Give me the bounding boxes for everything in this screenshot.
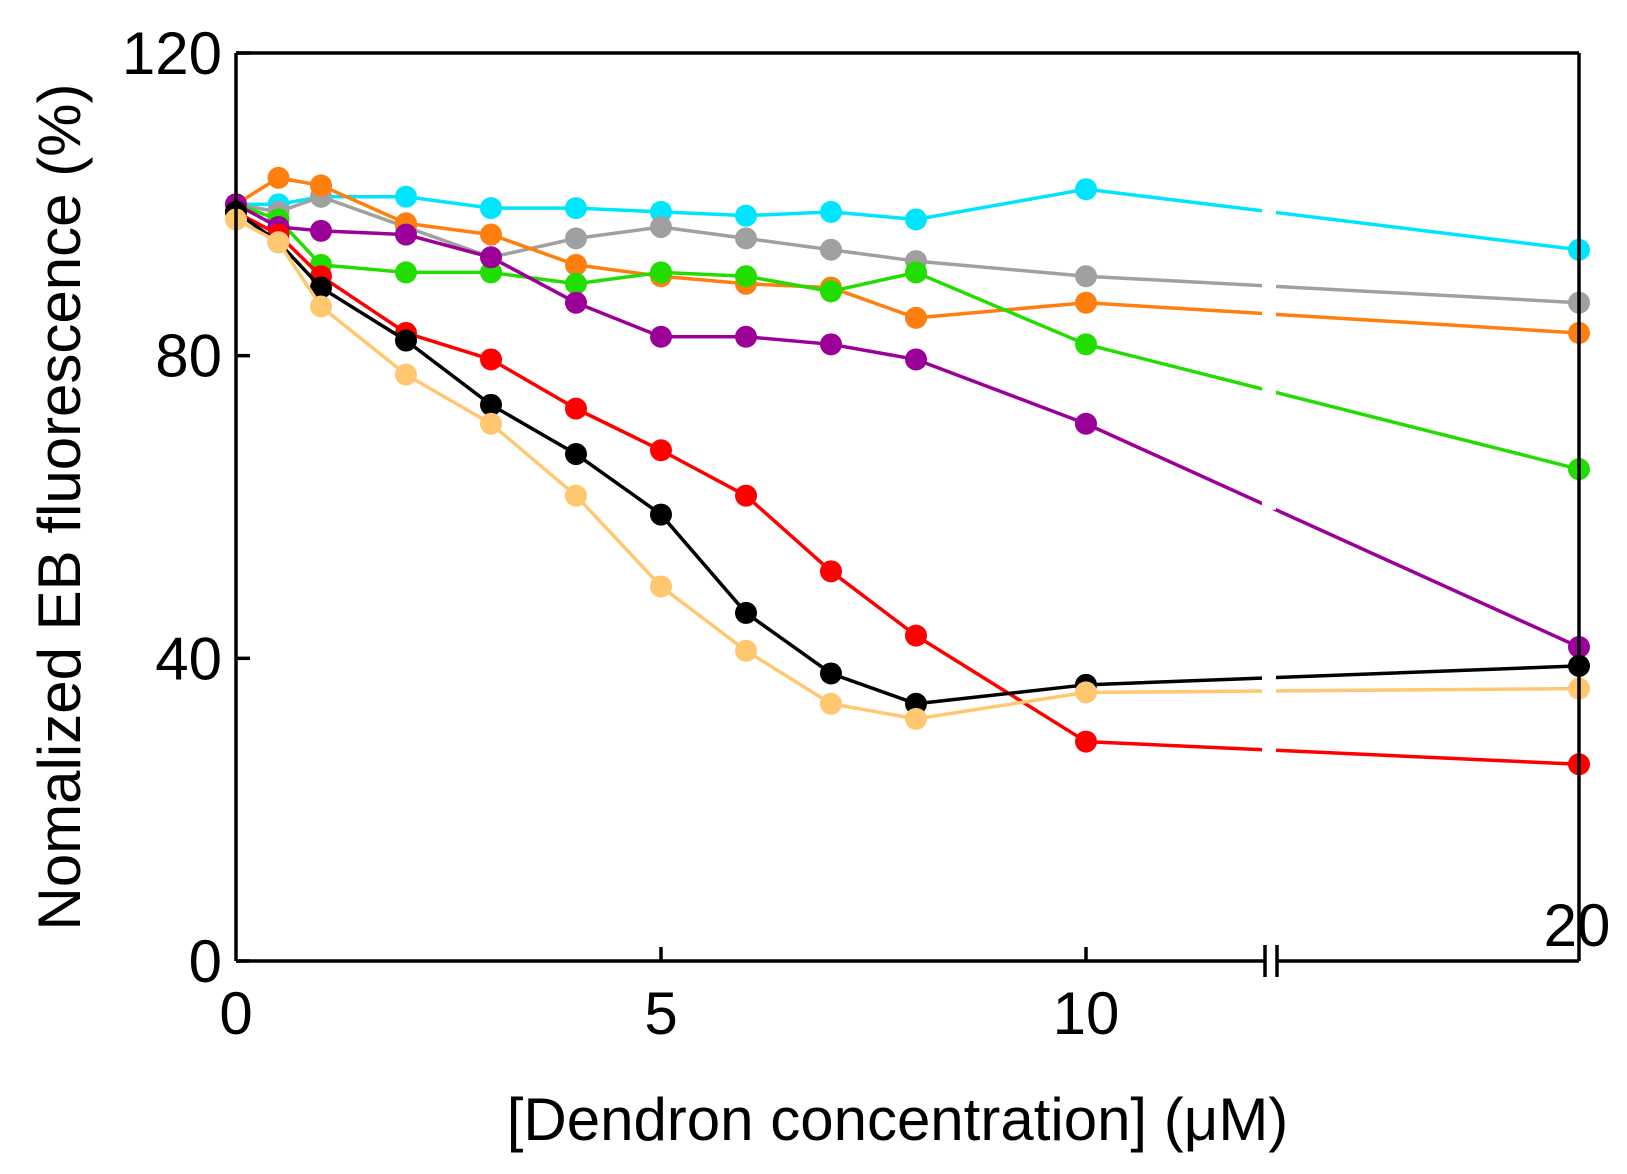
axes-layer: 0 40 80 120 0 5 10 20 [Dendron concentration] (μ… [26,20,1610,1153]
series-4-point-11 [1075,333,1097,356]
series-5-point-7 [650,325,672,348]
y-tick-label-40: 40 [155,625,222,692]
series-8-point-11 [1075,681,1097,704]
series-1-point-9 [820,200,842,223]
series-8-point-5 [480,412,502,435]
series-1-point-4 [395,185,417,208]
series-3-point-10 [905,306,927,329]
series-8-point-7 [650,575,672,598]
series-2-point-9 [820,238,842,261]
series-4-point-8 [735,265,757,288]
x-tick-label-5: 5 [644,980,677,1047]
series-6-point-11 [1075,730,1097,753]
series-5-point-11 [1075,412,1097,435]
series-7-point-8 [735,601,757,624]
series-3-point-5 [480,223,502,246]
series-5-point-6 [565,291,587,314]
y-tick-label-120: 120 [122,20,222,87]
series-5-point-10 [905,348,927,371]
y-tick-label-0: 0 [189,928,222,995]
series-2-point-7 [650,216,672,239]
series-2-point-6 [565,227,587,250]
x-tick-label-0: 0 [219,980,252,1047]
series-1-point-7 [650,200,672,223]
series-7-point-5 [480,393,502,416]
series-3-point-6 [565,253,587,276]
series-8-point-8 [735,639,757,662]
series-5-point-4 [395,223,417,246]
series-7-point-7 [650,503,672,526]
series-6-point-7 [650,439,672,462]
series-5-point-5 [480,246,502,269]
x-axis-label: [Dendron concentration] (μM) [507,1086,1289,1153]
series-8-point-6 [565,484,587,507]
y-tick-label-80: 80 [155,323,222,390]
series-layer [225,166,1590,776]
series-4-point-4 [395,261,417,284]
series-4-point-7 [650,261,672,284]
series-7-point-10 [905,692,927,715]
series-7-point-3 [310,276,332,299]
series-6-point-8 [735,484,757,507]
y-axis-label: Nomalized EB fluorescence (%) [26,83,93,930]
series-6-point-6 [565,397,587,420]
series-6-point-10 [905,624,927,647]
series-8-point-4 [395,363,417,386]
series-1-point-11 [1075,178,1097,201]
series-8-point-10 [905,707,927,730]
series-5-point-8 [735,325,757,348]
series-2-point-8 [735,227,757,250]
series-7-point-9 [820,662,842,685]
series-6-point-9 [820,560,842,583]
series-3-point-2 [267,166,290,189]
series-8-point-2 [267,231,290,254]
series-line-8 [235,217,1580,721]
series-7-point-6 [565,443,587,466]
series-2-point-11 [1075,265,1097,288]
series-3-point-3 [310,174,332,197]
x-tick-label-10: 10 [1053,980,1120,1047]
series-4-point-10 [905,261,927,284]
series-1-point-5 [480,197,502,220]
series-7-point-4 [395,329,417,352]
series-5-point-3 [310,219,332,242]
series-1-point-6 [565,197,587,220]
series-3-point-11 [1075,291,1097,314]
series-8-point-3 [310,295,332,318]
series-4-point-5 [480,261,502,284]
series-8-point-9 [820,692,842,715]
series-4-point-6 [565,272,587,295]
series-1-point-10 [905,208,927,231]
series-4-point-9 [820,280,842,303]
series-1-point-8 [735,204,757,227]
series-6-point-5 [480,348,502,371]
series-5-point-9 [820,333,842,356]
x-tick-label-20: 20 [1544,892,1611,959]
